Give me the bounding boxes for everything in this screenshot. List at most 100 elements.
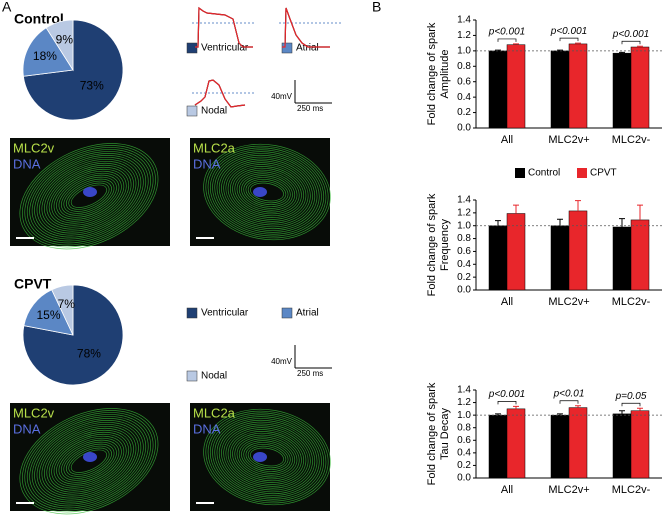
- significance-label: p<0.001: [488, 389, 525, 400]
- fibre: [216, 419, 318, 495]
- pie-title: Control: [14, 11, 64, 27]
- fibre: [68, 182, 110, 210]
- bar: [612, 226, 632, 291]
- fibre: [229, 166, 305, 218]
- fibre: [250, 182, 284, 202]
- scale-label: 250 ms: [297, 104, 323, 113]
- bar: [568, 407, 588, 479]
- significance-label: p<0.01: [553, 388, 585, 399]
- y-tick-label: 0.8: [457, 233, 471, 244]
- stain-label: DNA: [193, 156, 221, 171]
- legend-swatch: [186, 42, 198, 54]
- x-tick-label: All: [501, 296, 513, 308]
- error-bar: [495, 220, 501, 226]
- fibre: [223, 160, 311, 224]
- fibre: [51, 168, 127, 224]
- fibre: [245, 178, 289, 206]
- x-tick-label: MLC2v-: [612, 484, 651, 496]
- fibre: [214, 153, 320, 231]
- panel-label: A: [2, 0, 12, 15]
- cell-stain: [19, 143, 159, 250]
- fibre: [225, 427, 309, 487]
- pie-label: 15%: [36, 308, 60, 322]
- fibre: [24, 412, 154, 511]
- significance-bracket: [497, 400, 517, 405]
- fibre: [58, 439, 120, 483]
- fibre: [232, 167, 302, 217]
- significance-label: p<0.001: [550, 26, 587, 37]
- nucleus: [83, 187, 97, 197]
- legend-label: Nodal: [201, 106, 227, 117]
- pie-slice: [51, 284, 74, 336]
- significance-bracket: [559, 37, 579, 42]
- y-tick-label: 1.2: [457, 397, 471, 408]
- fibre: [241, 440, 293, 474]
- cell-stain: [19, 408, 159, 515]
- y-tick-label: 0.6: [457, 435, 471, 446]
- y-tick-label: 1.2: [457, 207, 471, 218]
- legend-swatch: [281, 307, 293, 319]
- y-tick-label: 0.8: [457, 422, 471, 433]
- bar: [630, 219, 650, 291]
- significance-bracket: [559, 400, 579, 404]
- fibre: [221, 423, 313, 491]
- y-tick-label: 0.6: [457, 76, 471, 87]
- action-potential: [282, 7, 330, 48]
- legend-label: Atrial: [296, 43, 319, 54]
- nucleus: [83, 452, 97, 462]
- fibre: [65, 180, 112, 212]
- fibre: [205, 145, 329, 239]
- scale-label: 250 ms: [297, 369, 323, 378]
- significance-bracket: [621, 402, 641, 407]
- legend-label: Atrial: [296, 308, 319, 319]
- significance-label: p<0.001: [488, 27, 525, 38]
- y-axis-label: Fold change of sparkFrequency: [426, 193, 451, 296]
- fibre: [218, 421, 316, 493]
- fibre: [63, 443, 115, 479]
- fibre: [236, 436, 298, 478]
- y-axis-label: Fold change of sparkTau Decay: [426, 382, 451, 485]
- nucleus: [253, 452, 267, 462]
- fibre: [227, 429, 307, 485]
- y-label-line: Fold change of spark: [426, 382, 438, 485]
- fibre: [223, 425, 311, 489]
- y-tick-label: 0.4: [457, 447, 471, 458]
- stain-label: MLC2v: [13, 140, 55, 155]
- error-bar: [619, 410, 625, 414]
- y-tick-label: 0.2: [457, 272, 471, 283]
- fibre: [29, 416, 149, 507]
- fibre: [205, 410, 329, 504]
- fibre: [63, 178, 115, 214]
- fibre: [29, 151, 149, 242]
- pie-label: 7%: [58, 297, 76, 311]
- fibre: [46, 164, 132, 228]
- fibre: [221, 158, 313, 226]
- legend-label: Ventricular: [201, 308, 249, 319]
- pie-label: 78%: [77, 346, 101, 360]
- fibre: [61, 176, 117, 216]
- fibre: [36, 422, 142, 501]
- significance-label: p<0.001: [612, 29, 649, 40]
- y-tick-label: 0.2: [457, 460, 471, 471]
- action-potential: [282, 7, 330, 48]
- fibre: [203, 408, 331, 506]
- legend-label: Ventricular: [201, 43, 249, 54]
- fibre: [19, 143, 159, 250]
- significance-label: p=0.05: [615, 391, 647, 402]
- y-label-line: Fold change of spark: [426, 22, 438, 125]
- y-tick-label: 1.4: [457, 385, 471, 396]
- fibre: [245, 443, 289, 471]
- fibre: [46, 429, 132, 493]
- fibre: [209, 414, 325, 500]
- fibre: [31, 418, 147, 505]
- bar: [630, 46, 650, 129]
- fibre: [203, 143, 331, 241]
- pie-label: 73%: [80, 79, 104, 93]
- fibre: [36, 157, 142, 236]
- fibre: [243, 442, 291, 472]
- fibre: [43, 162, 134, 230]
- fibre: [247, 445, 287, 469]
- error-bar: [619, 51, 625, 54]
- x-tick-label: All: [501, 484, 513, 496]
